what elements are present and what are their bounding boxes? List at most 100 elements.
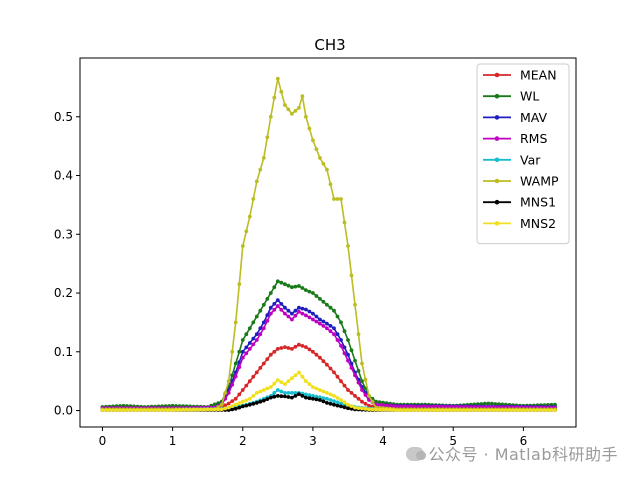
data-point xyxy=(265,297,270,301)
data-point xyxy=(139,408,143,412)
data-point xyxy=(349,406,354,411)
data-point xyxy=(430,408,435,412)
data-point xyxy=(342,220,347,225)
x-tick-label: 4 xyxy=(379,434,387,448)
data-point xyxy=(339,404,343,409)
legend-label: WL xyxy=(520,89,539,104)
data-point xyxy=(167,408,172,412)
data-point xyxy=(346,406,350,411)
data-point xyxy=(135,408,140,412)
data-point xyxy=(240,349,245,354)
data-point xyxy=(472,408,477,412)
data-point xyxy=(321,161,326,166)
data-point xyxy=(377,403,382,407)
data-point xyxy=(230,349,235,354)
data-point xyxy=(426,408,431,412)
data-point xyxy=(409,408,413,412)
data-point xyxy=(318,355,322,360)
data-point xyxy=(275,378,280,382)
data-point xyxy=(437,408,442,412)
data-point xyxy=(353,394,357,398)
data-point xyxy=(226,379,231,384)
data-point xyxy=(318,317,322,322)
data-point xyxy=(335,314,340,319)
legend-label: MNS2 xyxy=(520,216,556,231)
axis-ticks: 0 1 2 3 4 5 6 0.0 0.1 0.2 0.3 0.4 0.5 xyxy=(54,110,527,448)
data-point xyxy=(304,114,308,119)
data-point xyxy=(254,314,259,319)
data-point xyxy=(367,407,371,412)
data-point xyxy=(100,408,105,412)
data-point xyxy=(104,408,108,412)
data-point xyxy=(240,338,245,342)
data-point xyxy=(381,407,385,412)
data-point xyxy=(233,402,238,407)
y-tick-label: 0.1 xyxy=(54,345,73,359)
data-point xyxy=(416,404,420,409)
data-point xyxy=(307,396,312,401)
data-point xyxy=(339,344,343,348)
data-point xyxy=(261,388,266,392)
data-point xyxy=(314,394,319,399)
x-tick-label: 6 xyxy=(520,434,528,448)
legend: MEAN WL MAV RMS Var WAMP MNS1 MNS2 xyxy=(476,63,570,245)
data-point xyxy=(251,394,256,398)
data-point xyxy=(272,381,277,386)
x-tick-label: 3 xyxy=(309,434,317,448)
data-point xyxy=(156,408,161,412)
data-point xyxy=(314,397,319,402)
data-point xyxy=(265,357,270,361)
data-point xyxy=(286,346,291,350)
data-point xyxy=(325,326,329,331)
data-point xyxy=(286,314,291,319)
data-point xyxy=(237,349,242,354)
data-point xyxy=(283,345,287,349)
data-point xyxy=(107,408,112,412)
data-point xyxy=(268,352,273,357)
data-point xyxy=(261,320,266,325)
data-point xyxy=(475,408,480,412)
watermark-text: 公众号 · Matlab科研助手 xyxy=(428,445,618,464)
data-point xyxy=(444,408,449,412)
data-point xyxy=(367,394,371,398)
data-point xyxy=(503,408,508,412)
data-point xyxy=(307,309,312,314)
data-point xyxy=(318,297,322,301)
data-point xyxy=(353,373,357,378)
data-point xyxy=(318,398,322,402)
data-point xyxy=(363,401,368,406)
data-point xyxy=(286,379,291,384)
data-point xyxy=(349,366,354,370)
data-point xyxy=(300,306,305,311)
data-point xyxy=(416,408,420,412)
data-point xyxy=(311,396,315,401)
data-point xyxy=(304,288,308,292)
data-point xyxy=(286,283,291,288)
data-point xyxy=(240,244,245,248)
data-point xyxy=(290,285,294,290)
legend-entry: WAMP xyxy=(483,174,559,189)
data-point xyxy=(335,338,340,342)
data-point xyxy=(332,197,336,201)
y-tick-label: 0.0 xyxy=(54,404,73,418)
data-point xyxy=(265,319,270,323)
data-point xyxy=(325,401,329,405)
data-point xyxy=(342,405,347,410)
data-point xyxy=(283,394,287,399)
data-point xyxy=(279,307,284,312)
legend-marker xyxy=(494,72,500,78)
data-point xyxy=(275,279,280,284)
data-point xyxy=(339,379,343,384)
data-point xyxy=(321,389,326,394)
data-point xyxy=(300,311,305,316)
data-point xyxy=(511,408,515,412)
data-point xyxy=(283,391,287,395)
data-point xyxy=(163,408,168,412)
data-point xyxy=(290,376,294,381)
data-point xyxy=(321,399,326,404)
data-point xyxy=(268,395,273,400)
data-point xyxy=(314,147,319,152)
data-point xyxy=(226,401,231,406)
data-point xyxy=(482,408,487,412)
